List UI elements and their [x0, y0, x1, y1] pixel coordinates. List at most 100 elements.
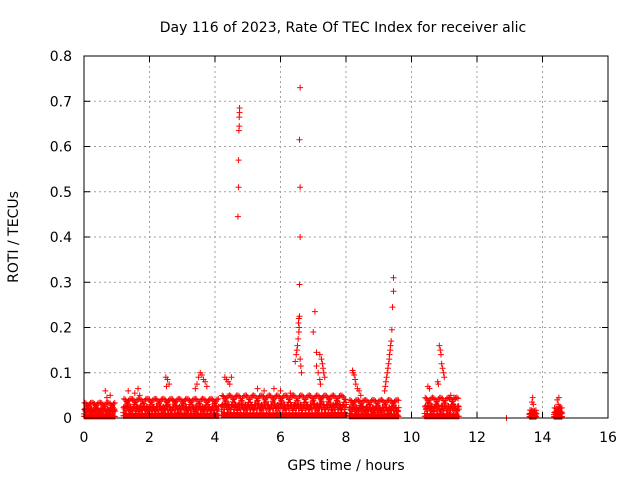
y-tick-label: 0.8 [50, 49, 72, 65]
data-point [270, 385, 277, 392]
data-point [263, 398, 270, 405]
data-point [318, 398, 325, 405]
chart-title: Day 116 of 2023, Rate Of TEC Index for r… [160, 20, 526, 36]
data-point [198, 396, 205, 403]
data-point [530, 401, 537, 408]
data-point [193, 381, 200, 388]
data-point [298, 369, 305, 376]
data-point [352, 376, 359, 383]
data-point [261, 387, 268, 394]
y-tick-label: 0.6 [50, 140, 72, 156]
data-point [90, 399, 97, 406]
data-point [315, 369, 322, 376]
data-point [219, 392, 226, 399]
data-point [129, 396, 136, 403]
data-point [234, 213, 241, 220]
data-point [195, 374, 202, 381]
data-point [325, 396, 332, 403]
data-point [299, 392, 306, 399]
data-point [243, 392, 250, 399]
data-point [228, 374, 235, 381]
data-point [297, 356, 304, 363]
data-point [357, 392, 364, 399]
data-point [236, 105, 243, 112]
data-point [292, 358, 299, 365]
data-point [311, 308, 318, 315]
data-point [236, 123, 243, 130]
data-point [321, 374, 328, 381]
data-point [202, 378, 209, 385]
x-tick-label: 16 [599, 430, 617, 446]
data-point [297, 362, 304, 369]
y-tick-label: 0.7 [50, 94, 72, 110]
data-point [136, 392, 143, 399]
data-point [192, 385, 199, 392]
data-point [384, 369, 391, 376]
data-point [135, 385, 142, 392]
x-axis-ticks: 0 2 4 6 8 10 12 14 16 [80, 56, 617, 446]
data-point [274, 392, 281, 399]
data-point [227, 392, 234, 399]
data-point [352, 381, 359, 388]
y-tick-label: 0.4 [50, 230, 72, 246]
data-point [390, 274, 397, 281]
data-point [388, 326, 395, 333]
data-point [384, 365, 391, 372]
data-point [316, 376, 323, 383]
x-tick-label: 2 [145, 430, 154, 446]
y-axis-label: ROTI / TECUs [6, 191, 22, 283]
data-point [422, 394, 429, 401]
data-point [386, 397, 393, 404]
data-point [455, 395, 462, 402]
data-point [163, 383, 170, 390]
data-point [388, 338, 395, 345]
data-point [438, 360, 445, 367]
data-point [355, 397, 362, 404]
data-point [437, 394, 444, 401]
data-point [278, 398, 285, 405]
data-point [316, 351, 323, 358]
data-point [297, 184, 304, 191]
data-point [346, 397, 353, 404]
data-point [214, 406, 221, 413]
data-point [383, 374, 390, 381]
data-point [176, 395, 183, 402]
data-point [102, 387, 109, 394]
data-point [351, 372, 358, 379]
data-point [334, 398, 341, 405]
data-point [339, 392, 346, 399]
data-point [213, 396, 220, 403]
data-point [435, 381, 442, 388]
y-axis-ticks: 0 0.1 0.2 0.3 0.4 0.5 0.6 0.7 0.8 [50, 49, 608, 427]
data-point [395, 404, 402, 411]
data-point [185, 396, 192, 403]
data-point [283, 392, 290, 399]
data-point [125, 387, 132, 394]
data-point [111, 399, 118, 406]
data-point [313, 362, 320, 369]
data-point [381, 387, 388, 394]
data-point [169, 396, 176, 403]
y-tick-label: 0.5 [50, 185, 72, 201]
x-tick-label: 8 [342, 430, 351, 446]
x-tick-label: 10 [403, 430, 421, 446]
data-point [554, 396, 561, 403]
x-tick-label: 4 [211, 430, 220, 446]
data-point [296, 136, 303, 143]
data-point [451, 394, 458, 401]
data-point [343, 401, 350, 408]
data-point [297, 84, 304, 91]
data-point [529, 394, 536, 401]
data-point [356, 387, 363, 394]
data-point [385, 360, 392, 367]
data-point [296, 281, 303, 288]
data-point [226, 381, 233, 388]
y-tick-label: 0.2 [50, 321, 72, 337]
data-point [310, 329, 317, 336]
data-point [287, 390, 294, 397]
x-tick-label: 12 [468, 430, 486, 446]
data-point [270, 396, 277, 403]
data-point [319, 360, 326, 367]
